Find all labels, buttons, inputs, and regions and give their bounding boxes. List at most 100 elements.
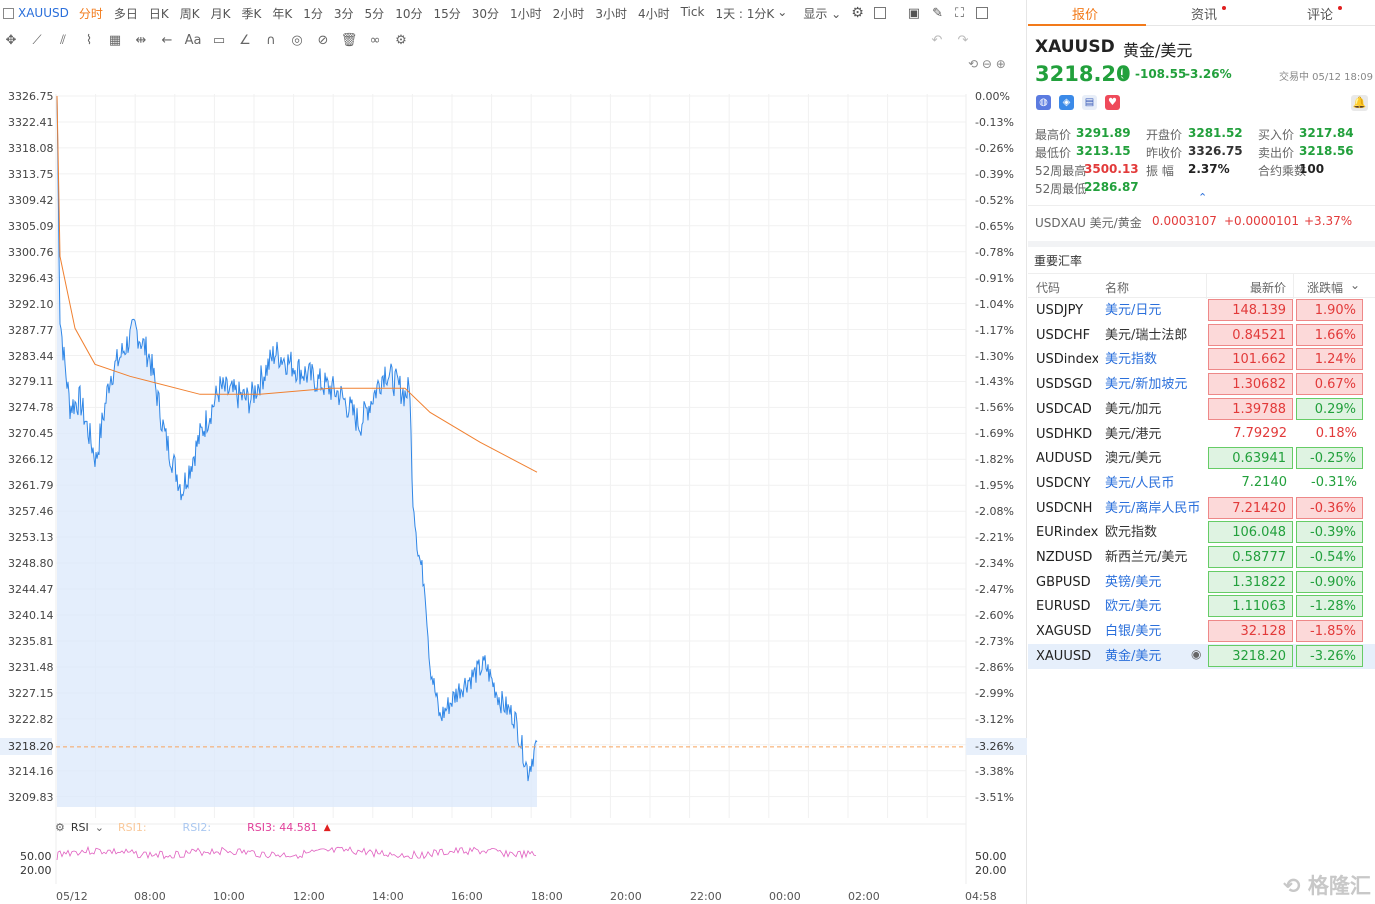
sidebar-toggle-icon[interactable] [976,7,989,19]
symbol-label[interactable]: XAUUSD [18,6,69,20]
collapse-icon[interactable]: ⌃ [1198,191,1208,204]
tab-news[interactable]: 资讯 [1191,8,1218,23]
header-code[interactable]: 代码 [1036,281,1061,295]
interval-13[interactable]: 1小时 [510,6,542,21]
interval-7[interactable]: 1分 [303,6,323,21]
rsi-level-20-left: 20.00 [20,864,52,877]
rate-name[interactable]: 美元/人民币 [1105,475,1175,491]
table-row[interactable]: XAUUSD 黄金/美元 3218.20 -3.26% ◉ [1028,643,1375,669]
interval-15[interactable]: 3小时 [595,6,627,21]
rsi-title[interactable]: RSI [70,821,89,834]
price-tick: 3214.16 [8,765,54,778]
table-row[interactable]: USDCHF 美元/瑞士法郎 0.84521 1.66% [1028,323,1375,348]
globe-icon[interactable]: ◍ [1036,95,1051,110]
interval-2[interactable]: 日K [148,6,169,21]
table-row[interactable]: USDCNH 美元/离岸人民币 7.21420 -0.36% [1028,496,1375,521]
header-price[interactable]: 最新价 [1250,281,1287,295]
interval-17[interactable]: Tick [680,4,705,19]
gear-icon[interactable]: ⚙ [395,32,407,48]
table-row[interactable]: EURUSD 欧元/美元 1.11063 -1.28% [1028,594,1375,619]
undo-icon[interactable]: ↶ [931,32,943,48]
table-row[interactable]: USDCAD 美元/加元 1.39788 0.29% [1028,397,1375,422]
sort-icon[interactable]: ⌄ [1350,278,1361,292]
settings-icon[interactable]: ⚙ [851,5,864,21]
text-tool-icon[interactable]: Aa [184,32,202,48]
interval-4[interactable]: 月K [210,6,231,21]
move-icon[interactable]: ✥ [5,32,17,48]
tab-comments[interactable]: 评论 [1307,8,1334,23]
table-row[interactable]: AUDUSD 澳元/美元 0.63941 -0.25% [1028,446,1375,471]
interval-0[interactable]: 分时 [78,6,103,21]
table-row[interactable]: EURindex 欧元指数 106.048 -0.39% [1028,520,1375,545]
chevron-down-icon[interactable]: ⌄ [777,4,788,19]
chevron-down-icon[interactable]: ⌄ [94,821,104,834]
interval-16[interactable]: 4小时 [637,6,670,21]
price-tick: 3318.08 [8,141,54,155]
interval-18[interactable]: 1天 : 1分K [715,6,775,21]
interval-11[interactable]: 15分 [433,6,461,21]
display-menu[interactable]: 显示 ⌄ [803,6,842,21]
measure-tool-icon[interactable]: ⇹ [135,32,147,48]
line-tool-icon[interactable]: ⟋ [32,32,42,48]
channel-tool-icon[interactable]: ⫽ [60,32,66,48]
comment-tool-icon[interactable]: ▭ [212,32,226,48]
price-tick: 3261.79 [8,479,54,493]
link-icon[interactable]: ∞ [369,32,381,48]
table-row[interactable]: USDSGD 美元/新加坡元 1.30682 0.67% [1028,372,1375,397]
interval-14[interactable]: 2小时 [552,6,585,21]
layout-icon[interactable] [873,7,886,19]
pct-tick: -1.30% [975,349,1014,363]
rate-name[interactable]: 白银/美元 [1105,624,1162,640]
camera-icon[interactable]: ▣ [907,5,921,21]
rate-change-pct: 0.29% [1296,397,1363,420]
interval-5[interactable]: 季K [241,6,262,21]
magnet-icon[interactable]: ∩ [266,32,276,48]
interval-6[interactable]: 年K [272,6,293,21]
eye-icon[interactable]: ◉ [1191,646,1202,661]
tab-quote[interactable]: 报价 [1072,8,1099,23]
rate-name[interactable]: 美元指数 [1105,352,1158,368]
table-row[interactable]: XAGUSD 白银/美元 32.128 -1.85% [1028,619,1375,644]
table-row[interactable]: USDCNY 美元/人民币 7.2140 -0.31% [1028,471,1375,496]
interval-9[interactable]: 5分 [364,6,385,21]
interval-3[interactable]: 周K [179,6,200,21]
arrow-tool-icon[interactable]: ← [161,32,173,48]
header-pct[interactable]: 涨跌幅 [1307,281,1344,295]
chart-controls[interactable]: ⟲ ⊖ ⊕ [968,57,1006,71]
pen-icon[interactable]: ✎ [932,5,943,21]
rate-code: XAUUSD [1036,648,1092,664]
interval-10[interactable]: 10分 [395,6,423,21]
table-row[interactable]: NZDUSD 新西兰元/美元 0.58777 -0.54% [1028,545,1375,570]
redo-icon[interactable]: ↷ [957,32,969,48]
fullscreen-icon[interactable]: ⛶ [954,5,965,21]
rate-name[interactable]: 美元/日元 [1105,303,1162,318]
stat-value: 100 [1299,162,1325,176]
rsi-settings-icon[interactable]: ⚙ [55,821,65,834]
interval-8[interactable]: 3分 [333,6,354,21]
table-row[interactable]: GBPUSD 英镑/美元 1.31822 -0.90% [1028,570,1375,595]
tag-icon[interactable]: ◈ [1059,95,1074,110]
rate-name[interactable]: 英镑/美元 [1105,574,1162,590]
bell-icon[interactable]: 🔔 [1351,95,1368,111]
checkbox-icon[interactable] [3,7,14,19]
table-row[interactable]: USDJPY 美元/日元 148.139 1.90% [1028,298,1375,323]
rate-name[interactable]: 欧元/美元 [1105,599,1162,615]
heart-icon[interactable]: ♥ [1105,95,1120,110]
interval-1[interactable]: 多日 [113,6,138,21]
table-row[interactable]: USDHKD 美元/港元 7.79292 0.18% [1028,422,1375,447]
table-row[interactable]: USDindex 美元指数 101.662 1.24% [1028,347,1375,372]
price-tick: 3283.44 [8,349,54,363]
fib-tool-icon[interactable]: ▦ [108,32,122,48]
eraser-icon[interactable]: ∠ [239,32,251,48]
hide-icon[interactable]: ⊘ [317,32,329,48]
book-icon[interactable]: ▤ [1082,95,1097,110]
header-name[interactable]: 名称 [1105,281,1130,295]
rate-name[interactable]: 美元/新加坡元 [1105,377,1188,393]
price-chart[interactable] [0,54,1027,904]
rate-name[interactable]: 美元/离岸人民币 [1105,500,1201,516]
wave-tool-icon[interactable]: ⌇ [85,32,93,48]
interval-12[interactable]: 30分 [471,6,500,21]
eye-icon[interactable]: ◎ [291,32,303,48]
rate-name[interactable]: 黄金/美元 [1105,648,1162,664]
trash-icon[interactable]: 🗑 [340,32,358,48]
